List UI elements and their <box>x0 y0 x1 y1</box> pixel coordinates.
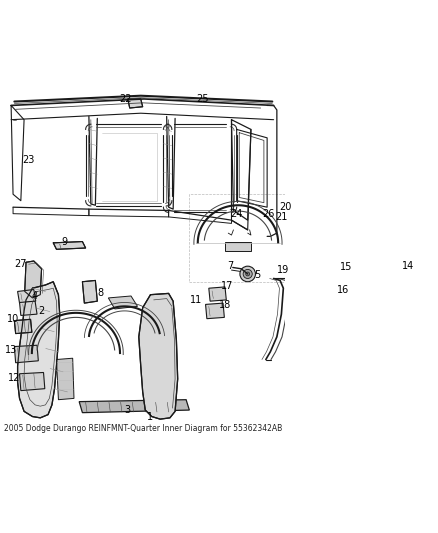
Polygon shape <box>14 319 32 334</box>
Polygon shape <box>347 287 371 306</box>
Text: 4: 4 <box>32 291 38 301</box>
Polygon shape <box>20 373 45 391</box>
Text: 25: 25 <box>196 94 208 104</box>
Polygon shape <box>209 287 226 301</box>
Polygon shape <box>108 296 138 309</box>
Text: 7: 7 <box>227 261 233 271</box>
Text: 8: 8 <box>98 288 104 298</box>
Text: 9: 9 <box>62 237 68 247</box>
Text: 15: 15 <box>340 262 353 272</box>
Text: 11: 11 <box>190 295 202 305</box>
Text: 16: 16 <box>337 285 349 295</box>
Text: 14: 14 <box>403 261 414 271</box>
Text: 3: 3 <box>125 405 131 415</box>
Polygon shape <box>20 301 37 316</box>
Text: 12: 12 <box>8 373 21 383</box>
Text: 21: 21 <box>275 212 288 222</box>
Text: 2: 2 <box>39 306 45 316</box>
Polygon shape <box>139 293 178 419</box>
Text: 23: 23 <box>22 155 35 165</box>
Text: 2005 Dodge Durango REINFMNT-Quarter Inner Diagram for 55362342AB: 2005 Dodge Durango REINFMNT-Quarter Inne… <box>4 424 283 433</box>
Polygon shape <box>25 261 42 298</box>
Circle shape <box>246 272 250 276</box>
Polygon shape <box>128 99 143 108</box>
Text: 17: 17 <box>221 280 234 290</box>
Circle shape <box>240 266 255 282</box>
Text: 10: 10 <box>7 314 19 324</box>
Polygon shape <box>18 282 60 418</box>
Text: 5: 5 <box>254 270 261 280</box>
Polygon shape <box>350 268 376 284</box>
Text: 1: 1 <box>148 411 154 422</box>
Text: 22: 22 <box>120 94 132 104</box>
Polygon shape <box>14 345 39 363</box>
Text: 26: 26 <box>262 209 275 219</box>
Text: 20: 20 <box>279 202 291 212</box>
Polygon shape <box>79 400 189 413</box>
Text: 13: 13 <box>5 345 17 355</box>
Polygon shape <box>82 280 97 303</box>
Text: 19: 19 <box>277 265 290 275</box>
Polygon shape <box>378 261 410 285</box>
Polygon shape <box>18 289 36 303</box>
Polygon shape <box>57 358 74 400</box>
Polygon shape <box>205 303 224 319</box>
Polygon shape <box>225 241 251 251</box>
Polygon shape <box>53 241 86 249</box>
Circle shape <box>243 269 252 278</box>
Text: 27: 27 <box>14 259 27 269</box>
Text: 18: 18 <box>219 300 231 310</box>
Bar <box>189 194 285 282</box>
Text: 24: 24 <box>230 209 242 219</box>
